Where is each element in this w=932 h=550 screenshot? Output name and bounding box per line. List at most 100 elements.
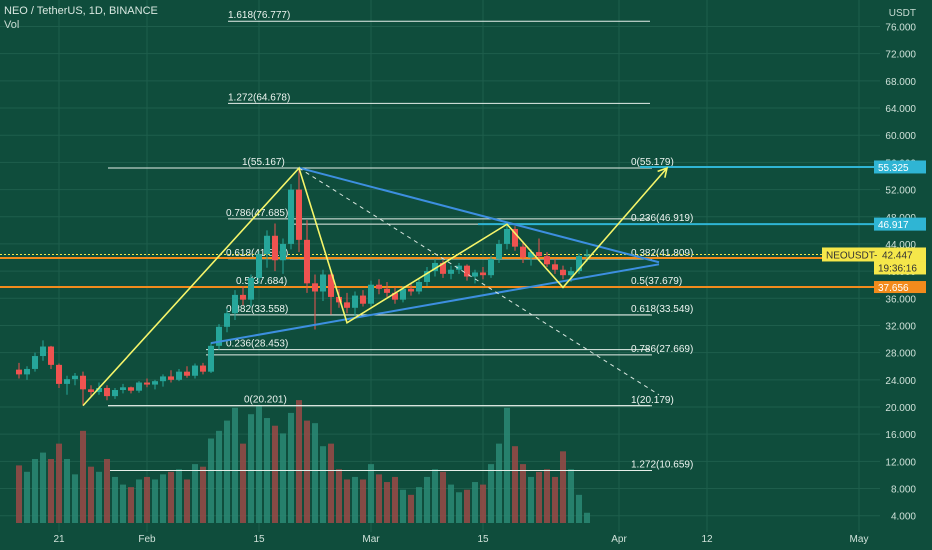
volume-bar: [400, 489, 406, 523]
fib-level-label: 0.382(41.809): [631, 248, 693, 259]
volume-bar: [80, 430, 86, 523]
fib-level-label: 1.618(76.777): [228, 10, 290, 21]
candle-body: [400, 288, 406, 300]
volume-bar: [200, 466, 206, 523]
candle-body: [96, 387, 102, 393]
candle-body: [136, 382, 142, 391]
x-tick-label: 12: [701, 534, 713, 545]
volume-bar: [224, 420, 230, 523]
volume-bar: [168, 471, 174, 523]
volume-bar: [416, 487, 422, 523]
candle-body: [376, 284, 382, 289]
candle-body: [432, 262, 438, 272]
candle-body: [272, 235, 278, 261]
volume-bar: [328, 443, 334, 523]
x-tick-label: 15: [253, 534, 265, 545]
triangle-lower-trendline: [210, 263, 660, 345]
candle-body: [200, 365, 206, 372]
candle-body: [48, 346, 54, 365]
x-tick-label: May: [850, 534, 869, 545]
y-tick-label: 32.000: [885, 321, 916, 332]
candle-body: [568, 271, 574, 276]
y-tick-label: 44.000: [885, 240, 916, 251]
candle-body: [392, 292, 398, 300]
countdown-timer: 19:36:16: [878, 263, 917, 274]
zigzag-pattern-line: [82, 166, 668, 407]
candle-body: [408, 288, 414, 292]
fib-level-label: 1(55.167): [242, 157, 285, 168]
candle-body: [440, 262, 446, 274]
volume-bar: [176, 469, 182, 523]
y-tick-label: 68.000: [885, 77, 916, 88]
volume-bar: [72, 474, 78, 523]
volume-bar: [184, 479, 190, 523]
volume-bar: [520, 464, 526, 523]
candle-body: [328, 274, 334, 297]
fib-level-label: 0.236(46.919): [631, 213, 693, 224]
candle-body: [560, 269, 566, 276]
candle-body: [80, 375, 86, 390]
fib-level-label: 0.5(37.684): [236, 276, 287, 287]
candle-body: [456, 265, 462, 270]
candle-body: [24, 368, 30, 375]
candle-body: [384, 288, 390, 293]
volume-bar: [104, 459, 110, 523]
candle-body: [544, 256, 550, 265]
volume-bar: [48, 459, 54, 523]
volume-bar: [464, 489, 470, 523]
volume-bar: [528, 476, 534, 523]
y-tick-label: 64.000: [885, 104, 916, 115]
price-badge-cyan: 46.917: [878, 220, 909, 231]
candle-body: [520, 246, 526, 258]
candle-body: [224, 313, 230, 327]
candle-body: [576, 256, 582, 272]
volume-bar: [208, 438, 214, 523]
candle-body: [208, 345, 214, 372]
volume-bar: [256, 405, 262, 523]
candle-body: [344, 302, 350, 308]
volume-bar: [360, 479, 366, 523]
fib-level-label: 0.618(41.810): [226, 248, 288, 259]
candle-body: [144, 382, 150, 385]
candle-body: [504, 228, 510, 244]
volume-bar: [272, 425, 278, 523]
candle-body: [480, 272, 486, 276]
volume-bar: [384, 482, 390, 523]
candle-body: [120, 387, 126, 391]
candle-body: [352, 295, 358, 308]
volume-bar: [232, 407, 238, 523]
candle-body: [72, 375, 78, 380]
price-badge-cyan: 55.325: [878, 163, 909, 174]
y-tick-label: 52.000: [885, 186, 916, 197]
volume-bar: [96, 471, 102, 523]
fib-level-label: 1(20.179): [631, 395, 674, 406]
volume-bar: [16, 465, 22, 523]
volume-bar: [440, 471, 446, 523]
candle-body: [88, 389, 94, 393]
volume-bar: [128, 487, 134, 523]
volume-bar: [40, 452, 46, 523]
candle-body: [472, 272, 478, 277]
y-tick-label: 28.000: [885, 349, 916, 360]
candle-body: [360, 295, 366, 304]
candle-body: [288, 189, 294, 244]
volume-bar: [24, 471, 30, 523]
volume-bar: [288, 412, 294, 523]
badge-separator: -: [874, 250, 877, 261]
x-tick-label: 15: [477, 534, 489, 545]
volume-bar: [192, 464, 198, 523]
axis-title: USDT: [889, 8, 916, 19]
y-tick-label: 20.000: [885, 403, 916, 414]
volume-bar: [448, 484, 454, 523]
candle-body: [424, 271, 430, 282]
candle-body: [512, 228, 518, 247]
candle-body: [488, 258, 494, 276]
y-tick-label: 12.000: [885, 457, 916, 468]
y-tick-label: 36.000: [885, 294, 916, 305]
fib-level-label: 1.272(64.678): [228, 92, 290, 103]
volume-bar: [488, 464, 494, 523]
candle-body: [264, 235, 270, 255]
candle-body: [304, 239, 310, 284]
